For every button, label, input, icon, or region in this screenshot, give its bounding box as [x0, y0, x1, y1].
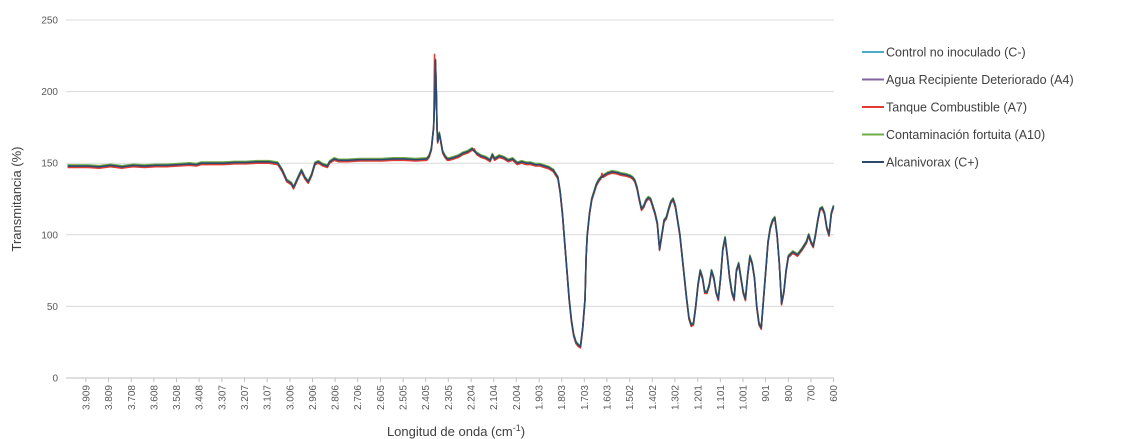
x-tick-label: 3.608 — [149, 385, 160, 410]
y-tick-label: 50 — [47, 302, 59, 313]
x-tick-label: 1.502 — [625, 385, 636, 410]
x-tick-label: 1.302 — [670, 385, 681, 410]
y-tick-label: 100 — [41, 230, 58, 241]
y-axis-title: Transmitancia (%) — [9, 147, 24, 252]
x-tick-label: 3.207 — [240, 385, 251, 410]
x-tick-label: 2.004 — [512, 385, 523, 410]
legend-entry: Alcanivorax (C+) — [886, 156, 979, 170]
x-tick-label: 3.909 — [81, 385, 92, 410]
x-tick-label: 3.307 — [217, 385, 228, 410]
x-tick-label: 3.508 — [172, 385, 183, 410]
legend-entry: Tanque Combustible (A7) — [886, 101, 1027, 115]
axes — [66, 377, 835, 382]
x-tick-labels: 3.909 3.809 3.708 3.608 3.508 3.408 3.307 3.207… — [81, 385, 840, 410]
legend: Control no inoculado (C-) Agua Recipiente… — [862, 46, 1074, 170]
x-tick-label: 2.405 — [421, 385, 432, 410]
x-tick-label: 2.104 — [489, 385, 500, 410]
x-tick-label: 700 — [806, 385, 817, 402]
x-tick-label: 1.101 — [716, 385, 727, 410]
x-tick-label: 2.806 — [331, 385, 342, 410]
x-tick-label: 1.703 — [580, 385, 591, 410]
x-tick-label: 1.001 — [738, 385, 749, 410]
x-axis-title-superscript: -1 — [513, 423, 521, 433]
series-lines — [67, 53, 835, 349]
y-tick-labels: 0 50 100 150 200 250 — [41, 16, 58, 385]
x-tick-label: 800 — [784, 385, 795, 402]
x-tick-label: 2.906 — [308, 385, 319, 410]
legend-entry: Agua Recipiente Deteriorado (A4) — [886, 73, 1074, 87]
x-tick-label: 2.505 — [399, 385, 410, 410]
x-tick-label: 3.809 — [104, 385, 115, 410]
x-tick-label: 1.201 — [693, 385, 704, 410]
x-tick-label: 600 — [829, 385, 840, 402]
x-tick-label: 2.706 — [353, 385, 364, 410]
legend-entry: Contaminación fortuita (A10) — [886, 128, 1045, 142]
x-tick-label: 1.603 — [602, 385, 613, 410]
x-tick-label: 3.107 — [263, 385, 274, 410]
series-line-4 — [67, 59, 835, 348]
series-line-1 — [67, 59, 835, 348]
x-tick-label: 3.708 — [127, 385, 138, 410]
x-tick-label: 901 — [761, 385, 772, 402]
x-tick-label: 1.803 — [557, 385, 568, 410]
legend-entry: Control no inoculado (C-) — [886, 46, 1026, 60]
x-tick-label: 1.402 — [648, 385, 659, 410]
x-tick-label: 2.605 — [376, 385, 387, 410]
x-axis-title-text: Longitud de onda (cm — [387, 424, 513, 439]
series-line-0 — [67, 58, 835, 347]
x-tick-label: 1.903 — [535, 385, 546, 410]
y-tick-label: 150 — [41, 159, 58, 170]
x-tick-label: 3.408 — [195, 385, 206, 410]
y-tick-label: 200 — [41, 87, 58, 98]
x-tick-label: 2.204 — [467, 385, 478, 410]
x-axis-title-close: ) — [521, 424, 525, 439]
series-line-2 — [67, 53, 835, 349]
x-axis-title: Longitud de onda (cm-1) — [387, 423, 525, 439]
y-tick-label: 250 — [41, 16, 58, 27]
y-tick-label: 0 — [52, 374, 58, 385]
x-tick-label: 3.006 — [285, 385, 296, 410]
series-line-3 — [67, 58, 835, 347]
x-tick-label: 2.305 — [444, 385, 455, 410]
